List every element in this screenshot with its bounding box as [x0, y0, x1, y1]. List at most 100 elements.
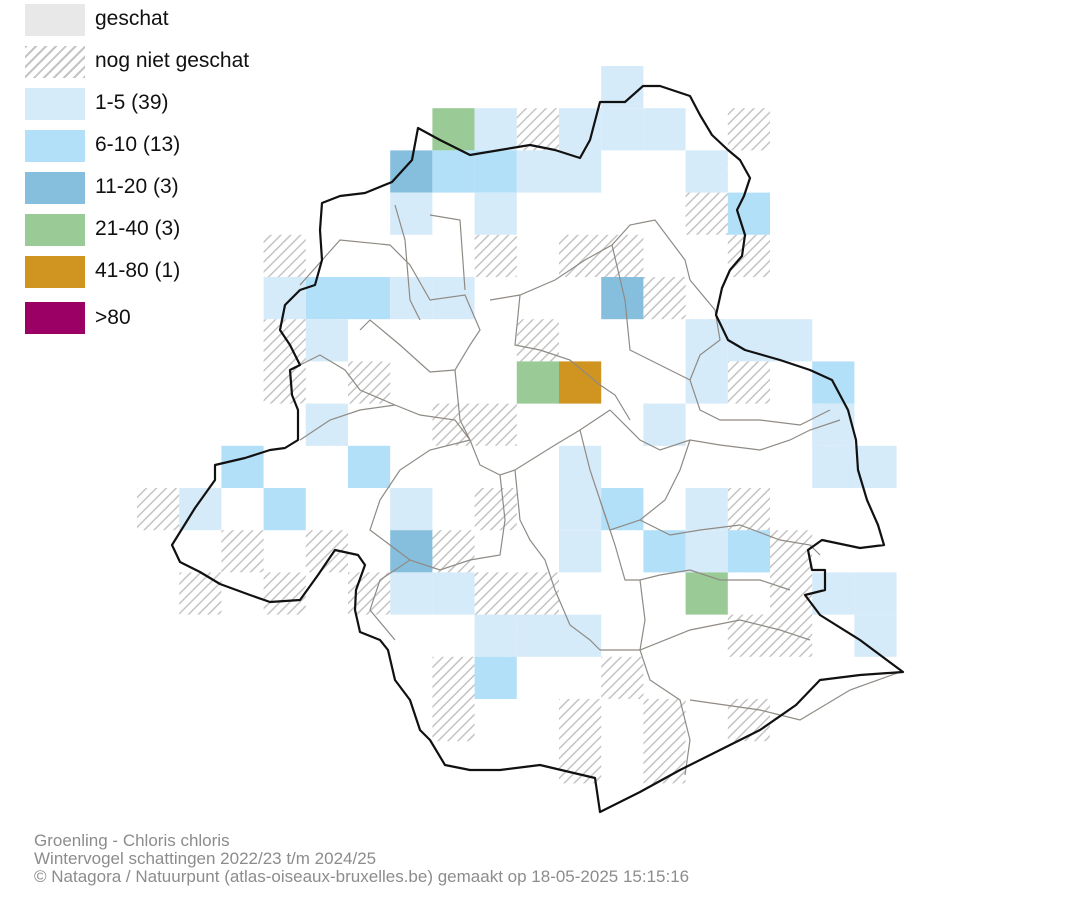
not-estimated-square — [263, 319, 306, 362]
municipal-boundary — [289, 354, 471, 441]
municipal-boundary — [369, 439, 471, 561]
estimated-square — [559, 530, 602, 573]
legend-label: 21-40 (3) — [95, 217, 181, 240]
estimated-square — [601, 108, 644, 151]
not-estimated-square — [474, 403, 517, 446]
municipal-boundary — [639, 579, 691, 776]
legend-swatch — [25, 302, 85, 334]
estimated-square — [390, 277, 433, 320]
legend-swatch — [25, 214, 85, 246]
not-estimated-square — [432, 699, 475, 742]
estimated-square — [854, 572, 897, 615]
legend-label: geschat — [95, 7, 169, 30]
municipal-boundary — [689, 671, 901, 721]
estimated-square — [559, 445, 602, 488]
estimated-square — [516, 361, 559, 404]
not-estimated-square — [727, 488, 770, 531]
estimated-square — [685, 572, 728, 615]
estimated-square — [685, 150, 728, 193]
estimated-square — [390, 150, 433, 193]
not-estimated-square — [601, 656, 644, 699]
estimated-square — [685, 361, 728, 404]
estimated-square — [727, 530, 770, 573]
estimated-square — [432, 277, 475, 320]
estimated-square — [516, 614, 559, 657]
estimated-square — [474, 656, 517, 699]
estimated-square — [770, 319, 813, 362]
map-credits: Groenling - Chloris chloris Wintervogel … — [34, 832, 689, 886]
estimated-square — [474, 192, 517, 235]
estimated-square — [305, 319, 348, 362]
estimated-square — [390, 488, 433, 531]
estimated-square — [643, 108, 686, 151]
not-estimated-square — [727, 108, 770, 151]
legend-swatch — [25, 130, 85, 162]
estimated-square — [643, 403, 686, 446]
not-estimated-square — [516, 319, 559, 362]
estimated-square — [390, 572, 433, 615]
estimated-square — [516, 150, 559, 193]
estimated-square — [685, 488, 728, 531]
estimated-square — [474, 614, 517, 657]
municipal-boundary — [599, 499, 791, 591]
estimated-square — [474, 108, 517, 151]
not-estimated-square — [432, 403, 475, 446]
legend-swatch — [25, 4, 85, 36]
region-boundary — [170, 84, 905, 814]
estimated-square — [221, 445, 264, 488]
legend-label: nog niet geschat — [95, 49, 250, 72]
municipal-boundary — [579, 429, 691, 531]
estimated-square — [305, 277, 348, 320]
not-estimated-square — [474, 488, 517, 531]
municipal-boundary — [429, 214, 466, 291]
not-estimated-square — [516, 108, 559, 151]
estimated-square — [432, 572, 475, 615]
municipal-boundary — [299, 404, 396, 441]
estimated-square — [727, 192, 770, 235]
estimated-square — [559, 108, 602, 151]
legend-label: 1-5 (39) — [95, 91, 169, 114]
not-estimated-square — [727, 234, 770, 277]
legend-swatch — [25, 256, 85, 288]
not-estimated-square — [770, 530, 813, 573]
not-estimated-square — [474, 234, 517, 277]
survey-period: Wintervogel schattingen 2022/23 t/m 2024… — [34, 849, 377, 868]
estimated-square — [685, 530, 728, 573]
species-name: Groenling - Chloris chloris — [34, 831, 230, 850]
not-estimated-square — [432, 656, 475, 699]
municipal-boundary — [514, 469, 601, 651]
estimated-square — [263, 488, 306, 531]
estimated-square — [390, 192, 433, 235]
not-estimated-square — [179, 572, 222, 615]
legend-swatch — [25, 88, 85, 120]
legend-label: 6-10 (13) — [95, 133, 181, 156]
not-estimated-square — [601, 234, 644, 277]
legend-label: >80 — [95, 306, 131, 329]
municipal-boundary — [611, 244, 691, 381]
estimated-square — [812, 572, 855, 615]
estimated-square — [601, 277, 644, 320]
estimated-square — [559, 614, 602, 657]
estimated-square — [812, 445, 855, 488]
municipal-boundary — [394, 204, 421, 321]
not-estimated-square — [559, 699, 602, 742]
estimated-square — [305, 403, 348, 446]
municipal-boundary — [609, 409, 841, 451]
not-estimated-square — [643, 277, 686, 320]
copyright-line: © Natagora / Natuurpunt (atlas-oiseaux-b… — [34, 867, 690, 886]
estimated-square — [263, 277, 306, 320]
estimated-square — [432, 108, 475, 151]
municipal-boundary — [299, 239, 481, 373]
legend-swatch-hatched — [25, 46, 85, 78]
estimated-square — [432, 150, 475, 193]
municipal-boundary — [369, 474, 506, 641]
municipal-boundary — [689, 379, 831, 426]
legend-label: 41-80 (1) — [95, 259, 181, 282]
estimated-square — [643, 530, 686, 573]
not-estimated-square — [643, 699, 686, 742]
not-estimated-square — [263, 572, 306, 615]
not-estimated-square — [516, 572, 559, 615]
not-estimated-square — [559, 741, 602, 784]
legend-swatch — [25, 172, 85, 204]
